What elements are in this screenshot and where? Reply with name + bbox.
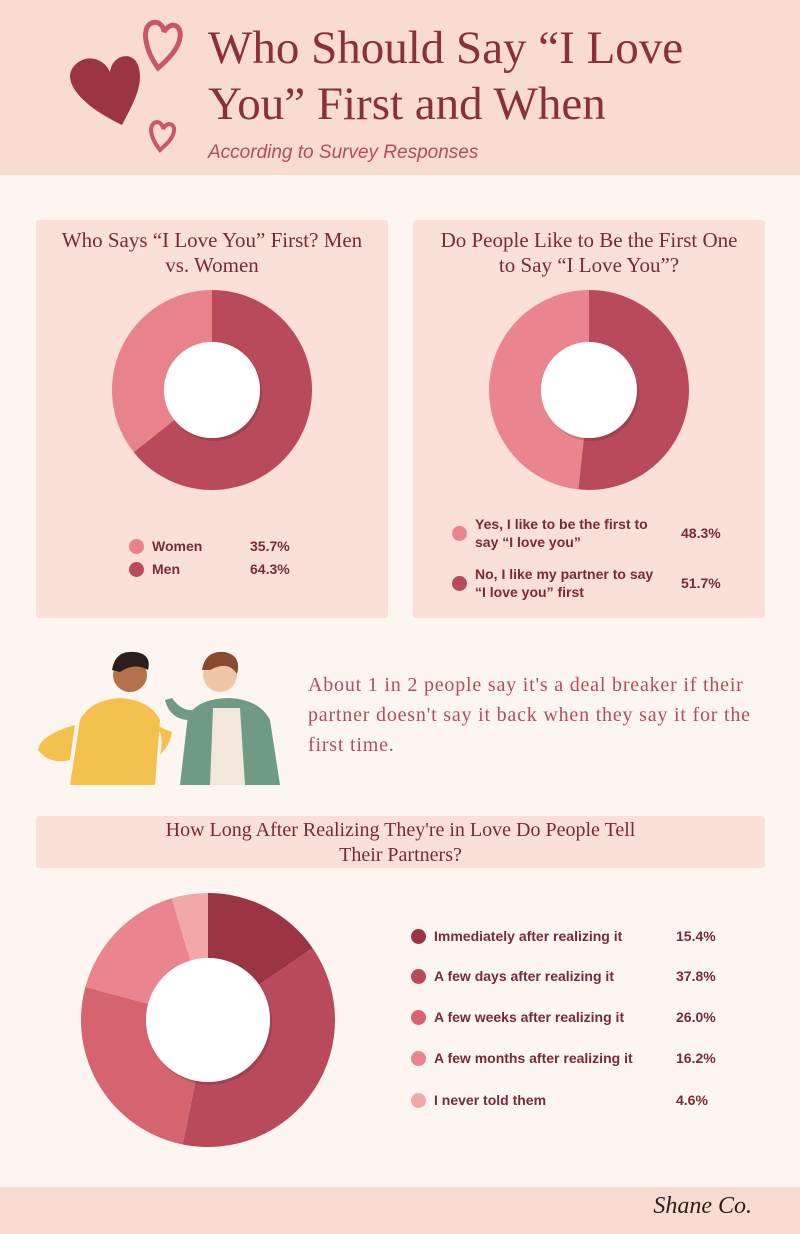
legend-label: I never told them: [434, 1092, 547, 1108]
title-band: [36, 816, 765, 868]
legend-label: Immediately after realizing it: [434, 928, 623, 944]
data-label: 16.2%: [676, 1050, 716, 1066]
legend-swatch: [411, 1051, 426, 1066]
donut-segment: [488, 290, 589, 490]
legend-swatch: [411, 969, 426, 984]
data-label: 64.3%: [250, 561, 290, 577]
donut-segment: [171, 893, 208, 961]
data-label: 37.8%: [676, 968, 716, 984]
footer-band: [0, 1187, 800, 1234]
chart-title: How Long After Realizing They're in Love…: [36, 818, 765, 868]
legend-label: A few days after realizing it: [434, 968, 614, 984]
chart-title: Do People Like to Be the First One to Sa…: [440, 228, 738, 277]
data-label: 15.4%: [676, 928, 716, 944]
data-label: 35.7%: [250, 538, 290, 554]
legend-swatch: [411, 1093, 426, 1108]
legend-swatch: [411, 929, 426, 944]
donut-segment: [80, 986, 196, 1145]
data-label: 51.7%: [681, 575, 721, 591]
legend-label: A few months after realizing it: [434, 1050, 633, 1066]
legend-swatch: [411, 1010, 426, 1025]
donut-segment: [578, 290, 689, 490]
legend-swatch: [452, 576, 467, 591]
chart-title: Who Says “I Love You” First? Men vs. Wom…: [61, 228, 363, 277]
data-label: 4.6%: [676, 1092, 708, 1108]
donut-segment: [85, 898, 191, 1004]
data-label: 26.0%: [676, 1009, 716, 1025]
donut-hole: [164, 342, 260, 438]
callout: About 1 in 2 people say it's a deal brea…: [308, 674, 751, 756]
brand: Shane Co.: [653, 1193, 752, 1219]
donut-hole: [146, 958, 270, 1082]
chart-title-text: How Long After Realizing They're in Love…: [165, 819, 636, 866]
donut-segment: [112, 290, 212, 453]
donut-segment: [182, 947, 336, 1148]
hearts: [70, 19, 183, 153]
legend-label: Yes, I like to be the first to say “I lo…: [475, 516, 648, 550]
data-label: 48.3%: [681, 525, 721, 541]
legend-swatch: [452, 526, 467, 541]
illustration: [38, 651, 280, 785]
legend-label: A few weeks after realizing it: [434, 1009, 625, 1025]
donut-hole: [541, 342, 637, 438]
legend-swatch: [129, 539, 144, 554]
legend-label: No, I like my partner to say “I love you…: [475, 566, 654, 600]
donut-segment: [133, 290, 313, 490]
subtitle: According to Survey Responses: [208, 142, 479, 163]
page-title: Who Should Say “I Love You” First and Wh…: [208, 22, 684, 130]
legend-swatch: [129, 562, 144, 577]
legend-label: Men: [152, 561, 180, 577]
legend-label: Women: [152, 538, 203, 554]
donut-segment: [208, 893, 313, 985]
